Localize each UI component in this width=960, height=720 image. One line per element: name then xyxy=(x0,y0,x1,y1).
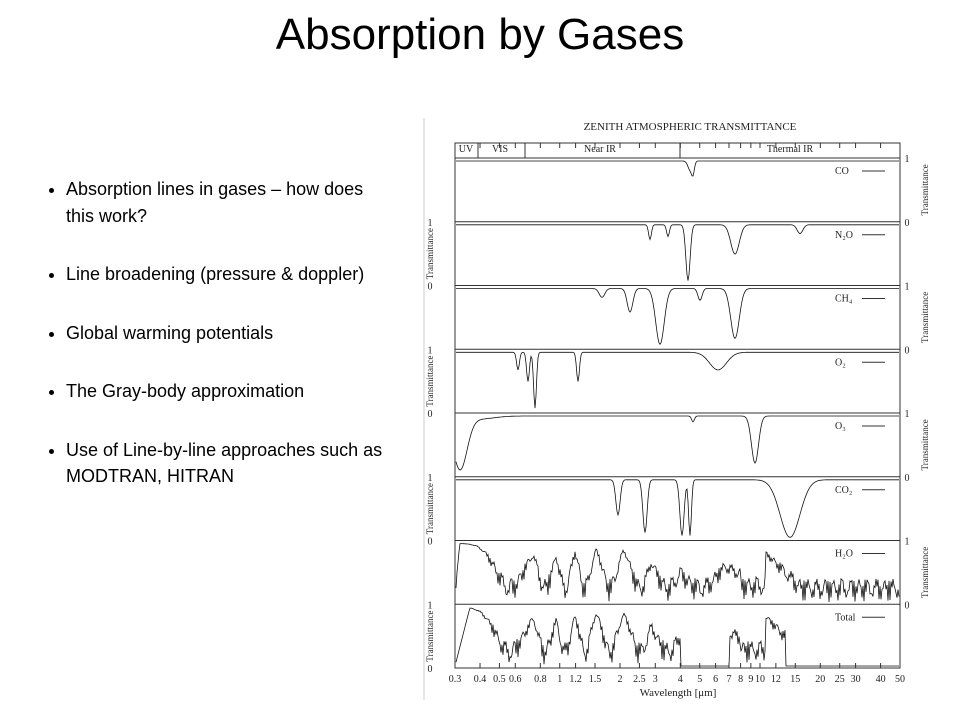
gas-label: O₃ xyxy=(835,421,846,432)
gas-label: CO₂ xyxy=(835,485,852,496)
x-tick-label: 6 xyxy=(713,674,718,685)
x-tick-label: 1.5 xyxy=(589,674,602,685)
x-tick-label: 25 xyxy=(835,674,845,685)
x-tick-label: 50 xyxy=(895,674,905,685)
bullet: Use of Line-by-line approaches such as M… xyxy=(66,437,396,490)
x-tick-label: 1.2 xyxy=(569,674,582,685)
spectrum xyxy=(456,224,899,281)
bullet-list: Absorption lines in gases – how does thi… xyxy=(40,176,396,522)
spectrum xyxy=(456,288,899,346)
y-tick-label: 0 xyxy=(428,664,433,675)
bullet: Absorption lines in gases – how does thi… xyxy=(66,176,396,229)
band-label: VIS xyxy=(492,144,508,155)
spectrum xyxy=(456,351,899,409)
gas-label: CO xyxy=(835,166,849,177)
x-tick-label: 8 xyxy=(738,674,743,685)
figure-title: ZENITH ATMOSPHERIC TRANSMITTANCE xyxy=(584,121,797,133)
bullet: The Gray-body approximation xyxy=(66,378,396,405)
x-tick-label: 5 xyxy=(697,674,702,685)
gas-label: H₂O xyxy=(835,549,853,560)
x-tick-label: 7 xyxy=(726,674,731,685)
bullet: Line broadening (pressure & doppler) xyxy=(66,261,396,288)
x-tick-label: 3 xyxy=(653,674,658,685)
x-axis-label: Wavelength [μm] xyxy=(640,687,717,699)
y-axis-label: Transmittance xyxy=(920,292,930,343)
y-axis-label: Transmittance xyxy=(920,419,930,470)
x-tick-label: 0.4 xyxy=(474,674,487,685)
x-tick-label: 12 xyxy=(771,674,781,685)
spectrum xyxy=(456,160,899,177)
y-axis-label: Transmittance xyxy=(425,356,435,407)
band-label: Thermal IR xyxy=(767,144,814,155)
y-tick-label: 0 xyxy=(428,537,433,548)
x-tick-label: 40 xyxy=(876,674,886,685)
x-tick-label: 10 xyxy=(755,674,765,685)
spectrum xyxy=(455,415,899,471)
y-axis-label: Transmittance xyxy=(425,483,435,534)
spectrum xyxy=(456,479,899,538)
y-tick-label: 1 xyxy=(905,409,910,420)
x-tick-label: 1 xyxy=(557,674,562,685)
spectrum xyxy=(455,607,899,667)
band-label: Near IR xyxy=(584,144,616,155)
y-tick-label: 1 xyxy=(428,345,433,356)
x-tick-label: 0.5 xyxy=(493,674,506,685)
x-tick-label: 9 xyxy=(748,674,753,685)
y-tick-label: 0 xyxy=(905,600,910,611)
y-tick-label: 1 xyxy=(428,218,433,229)
y-tick-label: 1 xyxy=(905,537,910,548)
bullet: Global warming potentials xyxy=(66,320,396,347)
gas-label: CH₄ xyxy=(835,294,853,305)
y-tick-label: 0 xyxy=(905,218,910,229)
y-axis-label: Transmittance xyxy=(920,164,930,215)
y-tick-label: 1 xyxy=(428,600,433,611)
y-tick-label: 1 xyxy=(428,473,433,484)
y-axis-label: Transmittance xyxy=(920,547,930,598)
y-tick-label: 0 xyxy=(428,282,433,293)
slide-title: Absorption by Gases xyxy=(275,10,685,59)
y-tick-label: 1 xyxy=(905,282,910,293)
gas-label: Total xyxy=(835,612,856,623)
y-tick-label: 1 xyxy=(905,154,910,165)
y-tick-label: 0 xyxy=(428,409,433,420)
y-tick-label: 0 xyxy=(905,345,910,356)
gas-label: O₂ xyxy=(835,357,846,368)
x-tick-label: 0.3 xyxy=(449,674,462,685)
y-axis-label: Transmittance xyxy=(425,611,435,662)
x-tick-label: 0.6 xyxy=(509,674,522,685)
x-tick-label: 30 xyxy=(851,674,861,685)
gas-label: N₂O xyxy=(835,230,853,241)
x-tick-label: 4 xyxy=(678,674,683,685)
y-axis-label: Transmittance xyxy=(425,228,435,279)
x-tick-label: 15 xyxy=(790,674,800,685)
x-tick-label: 20 xyxy=(815,674,825,685)
x-tick-label: 2.5 xyxy=(633,674,646,685)
spectrum xyxy=(455,543,900,603)
x-tick-label: 2 xyxy=(618,674,623,685)
figure-frame xyxy=(454,142,901,669)
x-tick-label: 0.8 xyxy=(534,674,547,685)
y-tick-label: 0 xyxy=(905,473,910,484)
band-label: UV xyxy=(459,144,474,155)
